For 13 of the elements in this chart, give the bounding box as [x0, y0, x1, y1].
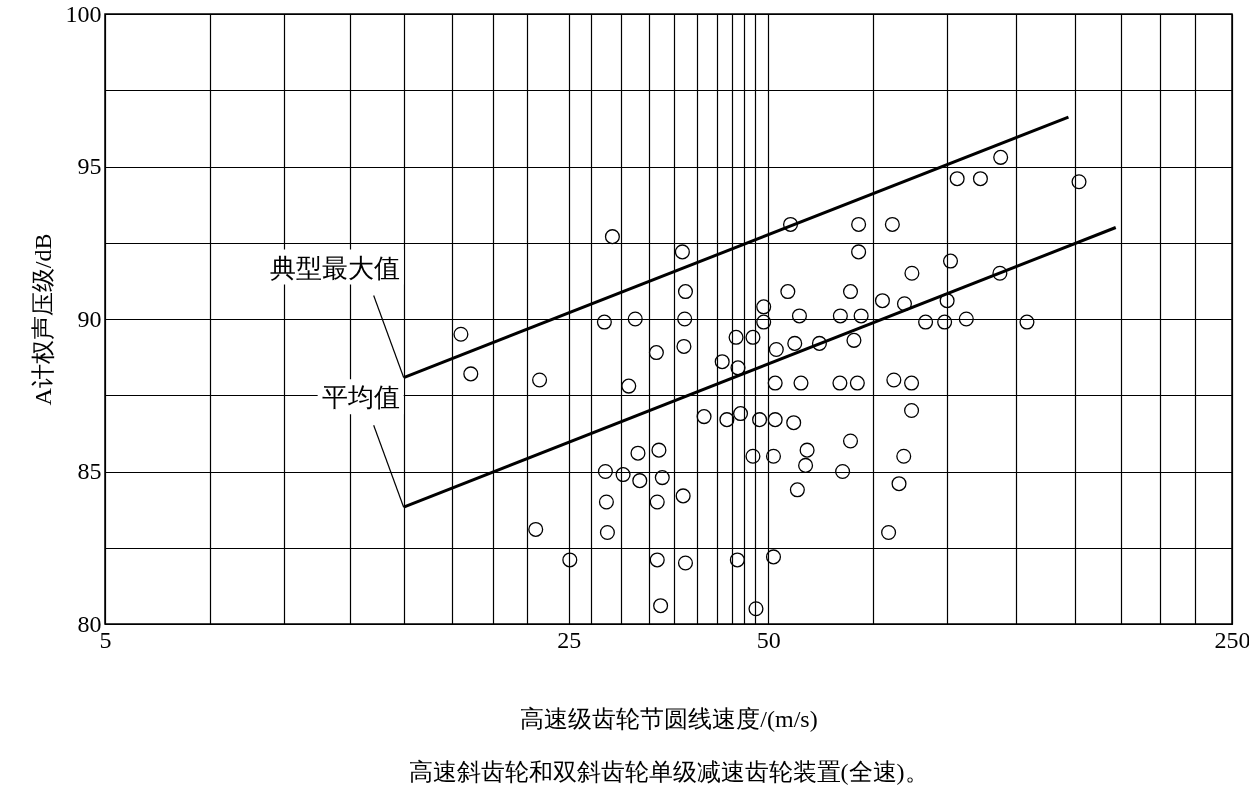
text: 平均值 — [321, 383, 400, 413]
y-tick-label: 100 — [65, 0, 102, 27]
y-tick-label: 80 — [77, 610, 102, 637]
x-tick-label: 250 — [1214, 626, 1249, 653]
x-tick-label: 25 — [557, 626, 582, 653]
x-axis-title: 高速级齿轮节圆线速度/(m/s) — [520, 705, 818, 732]
y-tick-label: 95 — [77, 153, 102, 179]
y-axis-title: A计权声压级/dB — [29, 233, 56, 406]
text: 典型最大值 — [269, 253, 400, 283]
x-tick-label: 50 — [756, 626, 781, 653]
y-tick-label: 90 — [77, 305, 102, 332]
text: 高速斜齿轮和双斜齿轮单级减速齿轮装置(全速)。 — [408, 759, 929, 785]
y-tick-label: 85 — [77, 458, 102, 484]
